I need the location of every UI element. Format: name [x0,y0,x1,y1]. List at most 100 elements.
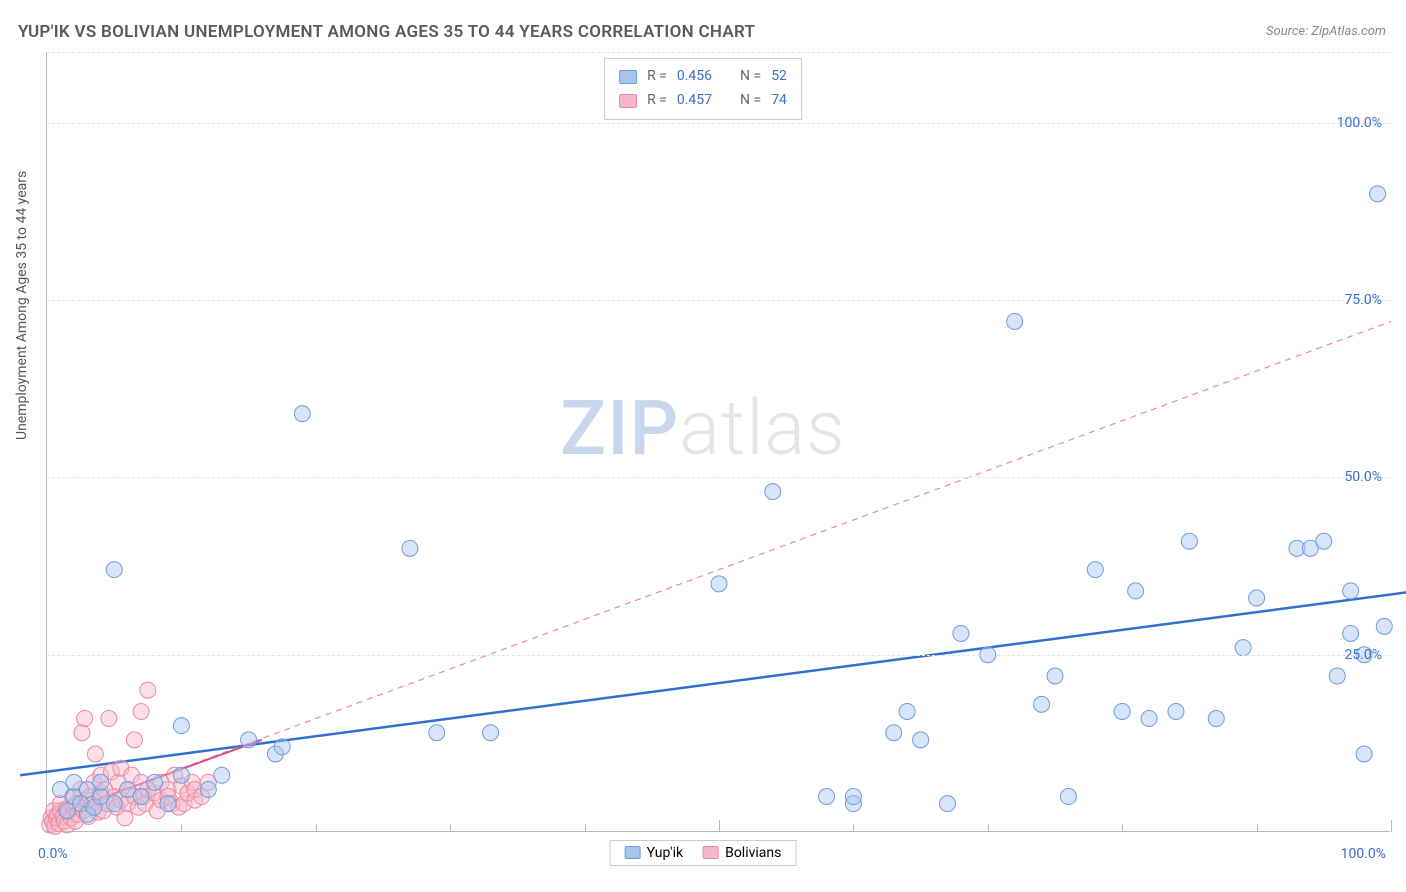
legend-r-value: 0.456 [677,65,712,89]
data-point [1114,703,1130,719]
data-point [1235,640,1251,656]
data-point [819,789,835,805]
y-tick-label: 100.0% [1337,115,1382,131]
x-axis-max-label: 100.0% [1341,846,1386,862]
data-point [294,406,310,422]
x-tick-mark [1257,824,1258,832]
data-point [1316,533,1332,549]
x-tick-mark [316,824,317,832]
legend-n-label: N = [740,65,761,89]
gridline-h [47,52,1390,53]
data-point [845,789,861,805]
x-tick-mark [1122,824,1123,832]
data-point [1329,668,1345,684]
data-point [126,732,142,748]
legend-row: R = 0.457 N = 74 [619,89,787,113]
correlation-legend: R = 0.456 N = 52 R = 0.457 N = 74 [604,58,802,120]
y-tick-label: 50.0% [1344,469,1382,485]
data-point [87,746,103,762]
x-tick-mark [988,824,989,832]
gridline-h [47,300,1390,301]
x-tick-mark [181,824,182,832]
data-point [160,796,176,812]
series-legend: Yup'ik Bolivians [610,840,797,866]
legend-item: Yup'ik [625,845,683,861]
data-point [173,718,189,734]
chart-svg [47,52,1390,831]
data-point [1370,186,1386,202]
data-point [1168,703,1184,719]
data-point [1181,533,1197,549]
data-point [241,732,257,748]
legend-n-value: 52 [771,65,787,89]
data-point [913,732,929,748]
data-point [1249,590,1265,606]
data-point [140,682,156,698]
source-attribution: Source: ZipAtlas.com [1266,24,1386,39]
data-point [77,711,93,727]
legend-swatch [619,94,637,108]
data-point [1356,746,1372,762]
data-point [1343,625,1359,641]
data-point [93,774,109,790]
data-point [74,725,90,741]
data-point [1343,583,1359,599]
data-point [1007,313,1023,329]
y-tick-label: 75.0% [1344,292,1382,308]
gridline-h [47,477,1390,478]
data-point [1047,668,1063,684]
legend-row: R = 0.456 N = 52 [619,65,787,89]
data-point [214,767,230,783]
data-point [101,711,117,727]
data-point [274,739,290,755]
legend-item: Bolivians [703,845,781,861]
data-point [886,725,902,741]
legend-swatch [625,846,641,859]
x-tick-mark [585,824,586,832]
gridline-h [47,123,1390,124]
data-point [1208,711,1224,727]
data-point [711,576,727,592]
data-point [1376,618,1392,634]
x-tick-mark [719,820,720,832]
data-point [765,484,781,500]
x-axis-min-label: 0.0% [38,846,68,862]
y-tick-label: 25.0% [1344,647,1382,663]
data-point [483,725,499,741]
data-point [117,810,133,826]
data-point [899,703,915,719]
data-point [106,796,122,812]
x-tick-mark [1391,820,1392,832]
legend-swatch [619,70,637,84]
data-point [147,774,163,790]
data-point [1141,711,1157,727]
data-point [429,725,445,741]
legend-r-label: R = [647,89,667,113]
legend-label: Bolivians [725,845,781,861]
data-point [1034,696,1050,712]
legend-n-label: N = [740,89,761,113]
x-tick-mark [47,820,48,832]
data-point [939,796,955,812]
trendline-yup'ik [20,591,1406,775]
data-point [133,789,149,805]
legend-n-value: 74 [771,89,787,113]
data-point [402,540,418,556]
data-point [173,767,189,783]
data-point [1060,789,1076,805]
plot-area: 25.0% 50.0% 75.0% 100.0% [46,52,1390,832]
data-point [1128,583,1144,599]
legend-label: Yup'ik [647,845,683,861]
chart-title: YUP'IK VS BOLIVIAN UNEMPLOYMENT AMONG AG… [18,22,755,42]
legend-swatch [703,846,719,859]
data-point [953,625,969,641]
data-point [200,781,216,797]
data-point [133,703,149,719]
x-tick-mark [450,824,451,832]
legend-r-label: R = [647,65,667,89]
gridline-h [47,655,1390,656]
data-point [106,562,122,578]
y-axis-label: Unemployment Among Ages 35 to 44 years [14,171,30,440]
x-tick-mark [853,824,854,832]
legend-r-value: 0.457 [677,89,712,113]
